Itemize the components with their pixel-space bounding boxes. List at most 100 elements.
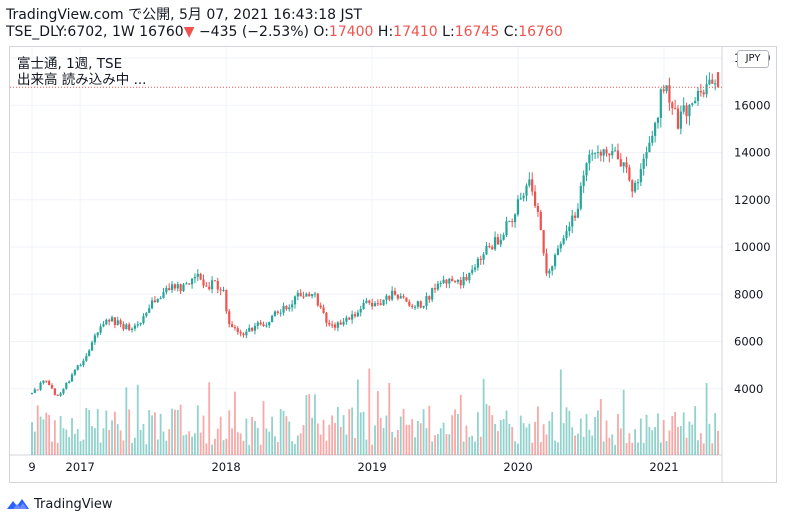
volume-bar — [617, 414, 619, 455]
volume-bar — [182, 435, 185, 455]
volume-bar — [268, 431, 271, 455]
candle-body — [130, 328, 134, 330]
time-axis-label: 2021 — [649, 460, 678, 474]
candle-body — [479, 258, 482, 260]
volume-bar — [242, 440, 245, 455]
volume-bar — [542, 424, 545, 455]
volume-bar — [459, 394, 462, 455]
candle-body — [291, 304, 294, 308]
candle-body — [239, 332, 242, 334]
candle-body — [65, 382, 68, 389]
candle-body — [90, 342, 94, 351]
volume-bar — [68, 437, 71, 455]
candle-body — [391, 290, 394, 300]
volume-bar — [625, 443, 628, 455]
volume-bar — [174, 409, 176, 455]
volume-bar — [339, 426, 342, 455]
volume-bar — [105, 410, 108, 455]
candle-body — [562, 238, 565, 244]
volume-bar — [508, 423, 511, 455]
volume-bar — [399, 416, 402, 455]
candle-body — [396, 294, 399, 299]
volume-bar — [639, 418, 642, 455]
candle-body — [185, 283, 188, 285]
candle-body — [88, 350, 91, 356]
volume-bar — [365, 439, 368, 455]
candle-body — [411, 305, 414, 307]
volume-bar — [525, 427, 528, 455]
volume-bar — [694, 406, 697, 455]
candle-body — [456, 279, 459, 282]
volume-bar — [59, 416, 62, 455]
volume-bar — [405, 424, 408, 455]
price-chart[interactable]: 4000600080001000012000140001600018000920… — [10, 47, 776, 482]
volume-bar — [531, 442, 534, 455]
volume-bar — [545, 434, 548, 455]
volume-bar — [574, 435, 576, 455]
volume-bar — [156, 439, 159, 455]
volume-bar — [191, 436, 193, 455]
candle-body — [339, 322, 342, 325]
volume-bar — [562, 423, 565, 455]
volume-bar — [211, 444, 213, 455]
volume-bar — [259, 444, 262, 455]
candle-body — [190, 278, 194, 285]
volume-bar — [108, 430, 111, 455]
chart-pane[interactable]: 4000600080001000012000140001600018000920… — [9, 46, 777, 483]
volume-bar — [179, 404, 182, 455]
candle-body — [473, 267, 477, 270]
volume-bar — [336, 407, 339, 455]
volume-bar — [131, 442, 133, 455]
candle-body — [459, 279, 462, 286]
candle-body — [399, 296, 402, 299]
open-label: O: — [313, 24, 329, 40]
candle-body — [156, 299, 159, 303]
candle-body — [222, 290, 225, 292]
volume-bar — [33, 431, 36, 455]
volume-bar — [116, 424, 119, 455]
volume-bar — [619, 428, 622, 455]
tradingview-logo-icon — [7, 499, 29, 509]
volume-bar — [299, 433, 302, 455]
candle-body — [48, 381, 51, 386]
volume-bar — [479, 436, 482, 455]
volume-bar — [428, 405, 431, 455]
candle-body — [596, 151, 600, 153]
volume-bar — [396, 430, 399, 455]
tradingview-footer[interactable]: TradingView — [6, 494, 113, 514]
candle-body — [331, 324, 334, 326]
volume-bar — [176, 409, 179, 455]
down-arrow-icon: ▼ — [183, 24, 195, 40]
candle-body — [545, 253, 548, 274]
volume-bar — [31, 422, 33, 455]
candle-body — [265, 325, 268, 327]
volume-bar — [582, 436, 585, 455]
volume-bar — [585, 414, 588, 455]
candle-body — [196, 273, 199, 277]
volume-bar — [168, 429, 171, 455]
candle-body — [511, 221, 514, 223]
candle-body — [136, 324, 139, 326]
candle-body — [173, 284, 177, 289]
volume-bar — [231, 428, 233, 455]
candle-body — [382, 299, 385, 305]
volume-bar — [431, 441, 434, 455]
candle-body — [428, 296, 431, 300]
volume-bar — [454, 409, 456, 455]
volume-bar — [534, 421, 536, 455]
volume-bar — [554, 440, 556, 455]
candle-body — [210, 280, 214, 290]
volume-bar — [222, 440, 225, 455]
candle-body — [425, 296, 428, 306]
currency-badge[interactable]: JPY — [737, 50, 769, 68]
candle-body — [539, 211, 542, 231]
candle-body — [333, 324, 337, 328]
price-axis-label: 14000 — [734, 146, 771, 160]
volume-bar — [517, 443, 519, 455]
volume-bar — [685, 437, 688, 455]
candle-body — [116, 320, 119, 325]
volume-bar — [331, 415, 334, 455]
candle-body — [496, 237, 500, 245]
volume-bar — [551, 411, 554, 455]
volume-bar — [48, 414, 51, 455]
